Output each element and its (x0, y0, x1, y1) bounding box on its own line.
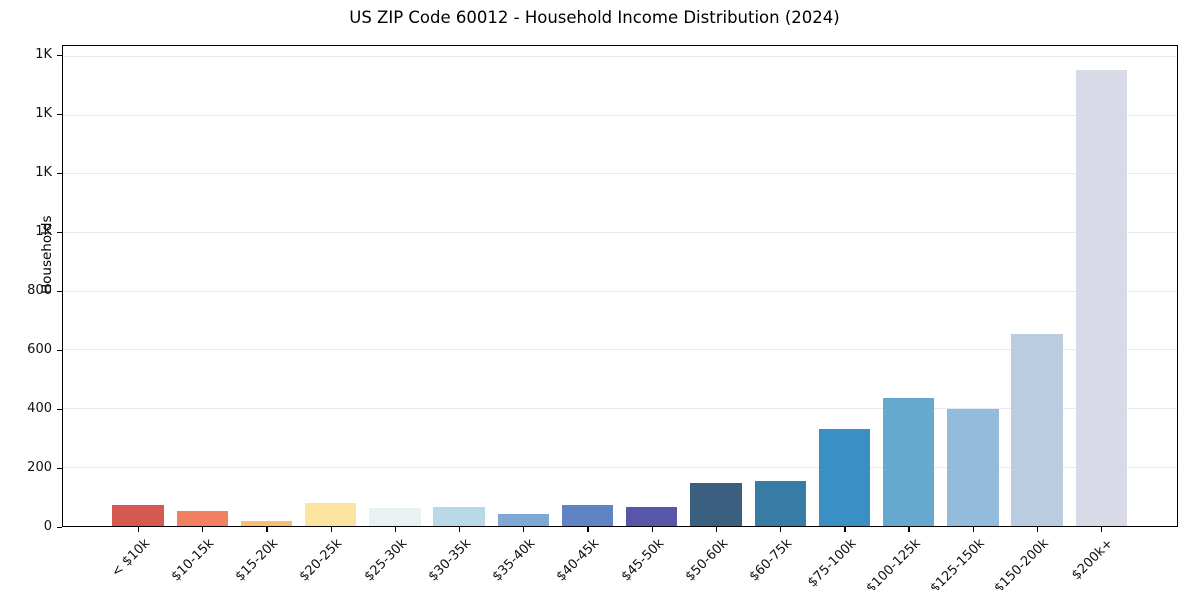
bar-$10-15k (176, 511, 228, 526)
y-tick-label: 1K (35, 106, 52, 122)
x-tick-label: $40-45k (554, 536, 603, 585)
x-tick-mark (715, 527, 718, 532)
bar-$75-100k (818, 429, 871, 526)
x-tick-label: $35-40k (489, 536, 539, 585)
y-tick-mark (57, 290, 62, 292)
x-tick-mark (908, 527, 910, 532)
x-tick-mark (1036, 527, 1039, 532)
y-tick-mark (57, 54, 62, 56)
x-tick-mark (137, 527, 140, 532)
y-tick-label: 1K (35, 224, 52, 240)
gridline (63, 408, 1177, 410)
x-tick-label: $15-20k (232, 536, 282, 585)
x-tick-mark (330, 527, 332, 532)
x-tick-label: $50-60k (682, 536, 731, 585)
gridline (63, 290, 1177, 292)
gridline (63, 55, 1177, 57)
x-tick-mark (972, 527, 974, 532)
x-tick-mark (202, 527, 204, 532)
x-tick-mark (458, 527, 461, 532)
x-tick-mark (523, 527, 525, 532)
x-tick-label: $125-150k (927, 536, 988, 590)
gridline (63, 349, 1177, 351)
bar-$40-45k (561, 504, 614, 526)
x-tick-mark (394, 527, 397, 532)
gridline (63, 173, 1177, 175)
x-tick-label: $25-30k (361, 536, 410, 585)
y-tick-label: 1K (35, 47, 52, 63)
bar-$50-60k (690, 483, 742, 526)
x-tick-mark (780, 527, 782, 532)
bar-$100-125k (882, 397, 935, 526)
bar-$25-30k (369, 508, 421, 526)
bar-$35-40k (497, 513, 550, 526)
x-tick-label: $20-25k (297, 536, 346, 585)
bar-$45-50k (626, 506, 678, 526)
gridline (63, 114, 1177, 116)
y-tick-mark (57, 526, 62, 528)
y-tick-label: 200 (27, 460, 52, 475)
y-tick-label: 0 (43, 519, 52, 534)
y-tick-mark (57, 172, 62, 174)
bar-$20-25k (305, 503, 357, 526)
bar-< $10k (112, 504, 164, 526)
x-tick-label: $150-200k (991, 536, 1052, 590)
bar-$150-200k (1011, 333, 1063, 526)
x-tick-label: $45-50k (618, 536, 667, 585)
bar-$60-75k (754, 481, 806, 526)
bar-$125-150k (947, 408, 999, 526)
plot-area (62, 45, 1178, 527)
x-tick-label: $200k+ (1069, 536, 1117, 584)
y-tick-label: 800 (27, 283, 52, 298)
x-tick-mark (1101, 527, 1103, 532)
x-tick-label: $30-35k (425, 536, 475, 585)
gridline (63, 466, 1177, 468)
y-tick-mark (57, 231, 62, 233)
gridline (63, 232, 1177, 233)
bar-$30-35k (433, 506, 485, 526)
x-tick-label: < $10k (108, 536, 154, 581)
y-tick-label: 1K (35, 165, 52, 181)
y-tick-mark (57, 467, 62, 469)
y-tick-mark (57, 113, 62, 115)
x-tick-label: $60-75k (746, 536, 796, 585)
y-tick-mark (57, 349, 62, 351)
y-tick-label: 400 (27, 401, 52, 416)
x-tick-mark (844, 527, 846, 532)
chart-title: US ZIP Code 60012 - Household Income Dis… (349, 8, 840, 27)
y-tick-mark (57, 408, 62, 410)
x-tick-label: $75-100k (805, 536, 860, 590)
bar-$15-20k (240, 520, 293, 526)
x-tick-mark (587, 527, 589, 532)
x-tick-mark (651, 527, 653, 532)
bar-$200k+ (1075, 69, 1127, 526)
x-tick-label: $10-15k (168, 536, 218, 585)
x-tick-label: $100-125k (863, 536, 924, 590)
x-tick-mark (266, 527, 268, 532)
y-tick-label: 600 (27, 342, 52, 357)
